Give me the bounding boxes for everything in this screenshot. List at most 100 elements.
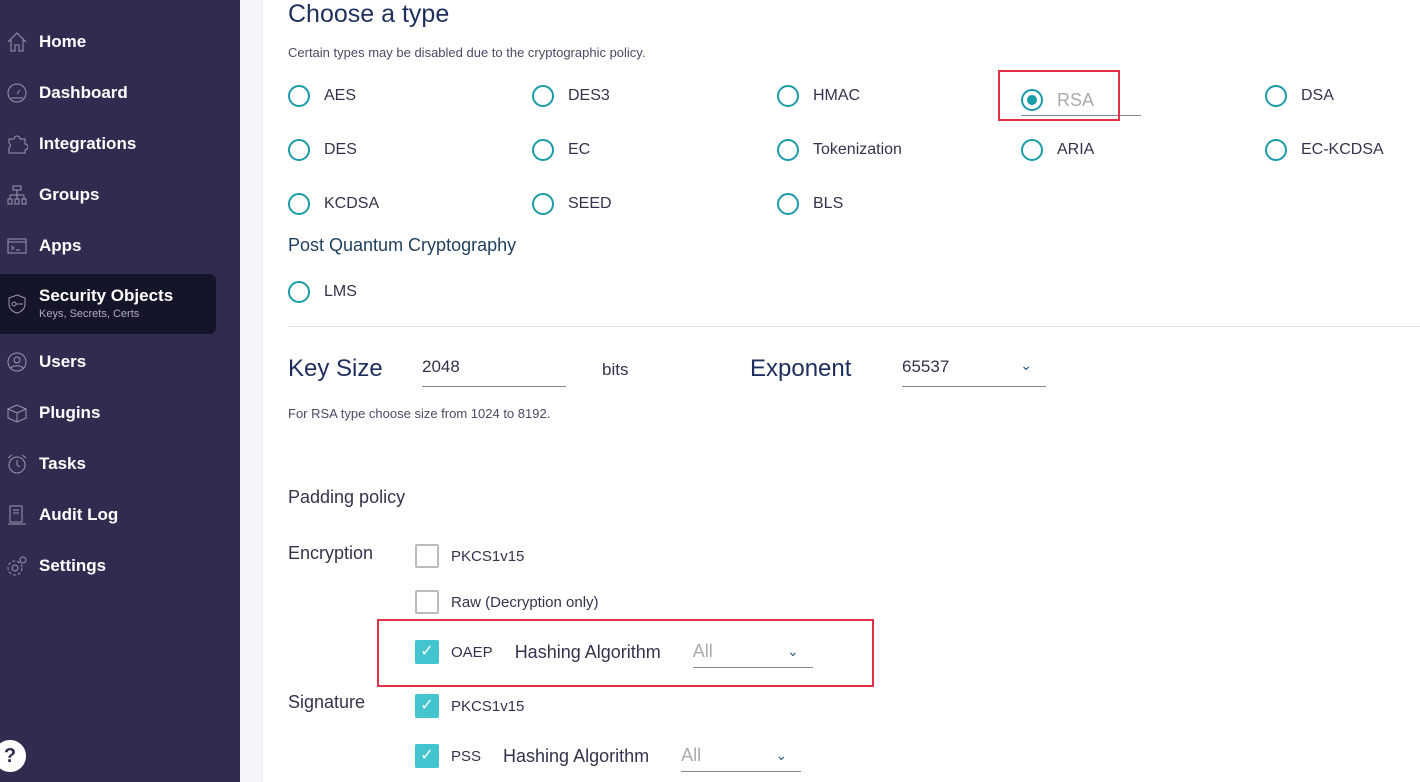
radio-des3[interactable]: DES3 [532,84,610,108]
help-button[interactable]: ? [0,740,26,772]
nav-label: Groups [39,185,100,204]
key-size-label: Key Size [288,355,383,382]
radio-des[interactable]: DES [288,138,357,162]
radio-label: DES3 [568,87,610,104]
radio-seed[interactable]: SEED [532,192,612,216]
radio-circle [288,85,310,107]
sidebar-item-audit-log[interactable]: Audit Log [0,495,216,535]
terminal-icon [6,235,28,257]
rsa-highlight [998,70,1120,121]
alarm-icon [6,453,28,475]
radio-label: BLS [813,195,844,212]
radio-label: LMS [324,283,357,300]
gear-icon [6,555,28,577]
radio-circle [288,193,310,215]
radio-kcdsa[interactable]: KCDSA [288,192,379,216]
checkbox-label: PKCS1v15 [451,547,525,565]
key-size-hint: For RSA type choose size from 1024 to 81… [288,406,551,421]
puzzle-icon [6,133,29,155]
nav-label: Integrations [39,134,137,153]
nav-label: Settings [39,556,107,575]
radio-label: AES [324,87,357,104]
nav-label: Apps [39,236,82,255]
sidebar: Home Dashboard Integrations Groups Apps … [0,0,240,782]
radio-rsa[interactable]: RSA [1021,84,1141,116]
nav-label: Tasks [39,454,86,473]
checkbox-label: Raw (Decryption only) [451,593,599,611]
oaep-highlight [377,619,874,687]
radio-aria[interactable]: ARIA [1021,138,1094,162]
radio-circle [532,85,554,107]
padding-title: Padding policy [288,487,406,507]
hash-value: All [692,641,713,661]
radio-label: EC [568,141,591,158]
sidebar-item-plugins[interactable]: Plugins [0,393,216,433]
oaep-hash-select[interactable]: All ⌄ [692,636,813,668]
checkbox-enc-raw[interactable]: Raw (Decryption only) [415,590,599,614]
divider [288,326,1420,327]
check-icon: ✓ [415,640,439,664]
radio-circle [1265,139,1287,161]
sidebar-item-tasks[interactable]: Tasks [0,444,216,484]
radio-lms[interactable]: LMS [288,280,357,304]
exponent-label: Exponent [750,355,852,382]
checkbox-sig-pss[interactable]: ✓ PSS Hashing Algorithm All ⌄ [415,740,802,772]
box-icon [6,402,28,424]
sidebar-item-integrations[interactable]: Integrations [0,124,216,164]
sidebar-item-apps[interactable]: Apps [0,226,216,266]
sidebar-item-settings[interactable]: Settings [0,546,216,586]
checkbox-box [415,590,439,614]
radio-dsa[interactable]: DSA [1265,84,1334,108]
page-title: Choose a type [288,0,450,28]
radio-label: DSA [1301,87,1334,104]
sidebar-item-security-objects[interactable]: Security Objects Keys, Secrets, Certs [0,274,216,334]
radio-label: RSA [1057,89,1095,110]
checkbox-enc-pkcs1v15[interactable]: PKCS1v15 [415,544,524,568]
nav-label: Plugins [39,403,101,422]
sidebar-item-groups[interactable]: Groups [0,175,216,215]
radio-label: Tokenization [813,141,902,158]
radio-hmac[interactable]: HMAC [777,84,860,108]
radio-label: HMAC [813,87,861,104]
radio-circle [777,85,799,107]
policy-note: Certain types may be disabled due to the… [288,45,646,60]
panel-gutter [240,0,263,782]
radio-label: ARIA [1057,141,1095,158]
nav-label: Home [39,32,87,51]
exponent-select[interactable]: 65537 ⌄ [902,357,1046,387]
radio-bls[interactable]: BLS [777,192,843,216]
radio-aes[interactable]: AES [288,84,356,108]
dashboard-icon [6,82,28,104]
encryption-label: Encryption [288,543,374,563]
home-icon [6,31,28,53]
key-size-input[interactable]: 2048 [422,357,566,387]
chevron-down-icon: ⌄ [1020,357,1032,373]
radio-label: EC-KCDSA [1301,141,1384,158]
radio-ec[interactable]: EC [532,138,590,162]
pqc-title: Post Quantum Cryptography [288,235,517,255]
key-size-value: 2048 [422,357,460,376]
audit-icon [6,504,28,526]
nav-label: Dashboard [39,83,128,102]
radio-circle [777,139,799,161]
pss-hash-select[interactable]: All ⌄ [681,740,802,772]
radio-tokenization[interactable]: Tokenization [777,138,902,162]
sidebar-item-dashboard[interactable]: Dashboard [0,73,216,113]
nav-label: Security Objects [39,286,174,305]
exponent-value: 65537 [902,357,950,376]
sidebar-item-users[interactable]: Users [0,342,216,382]
radio-circle [288,281,310,303]
checkbox-box [415,544,439,568]
checkbox-label: PSS [451,747,482,765]
radio-circle [532,193,554,215]
radio-ec-kcdsa[interactable]: EC-KCDSA [1265,138,1384,162]
radio-circle [532,139,554,161]
checkbox-sig-pkcs1v15[interactable]: ✓ PKCS1v15 [415,694,524,718]
check-icon: ✓ [415,744,439,768]
checkbox-label: PKCS1v15 [451,697,525,715]
radio-circle [1021,139,1043,161]
checkbox-enc-oaep[interactable]: ✓ OAEP Hashing Algorithm All ⌄ [415,636,813,668]
signature-label: Signature [288,692,366,712]
hash-label: Hashing Algorithm [503,745,650,766]
sidebar-item-home[interactable]: Home [0,22,216,62]
